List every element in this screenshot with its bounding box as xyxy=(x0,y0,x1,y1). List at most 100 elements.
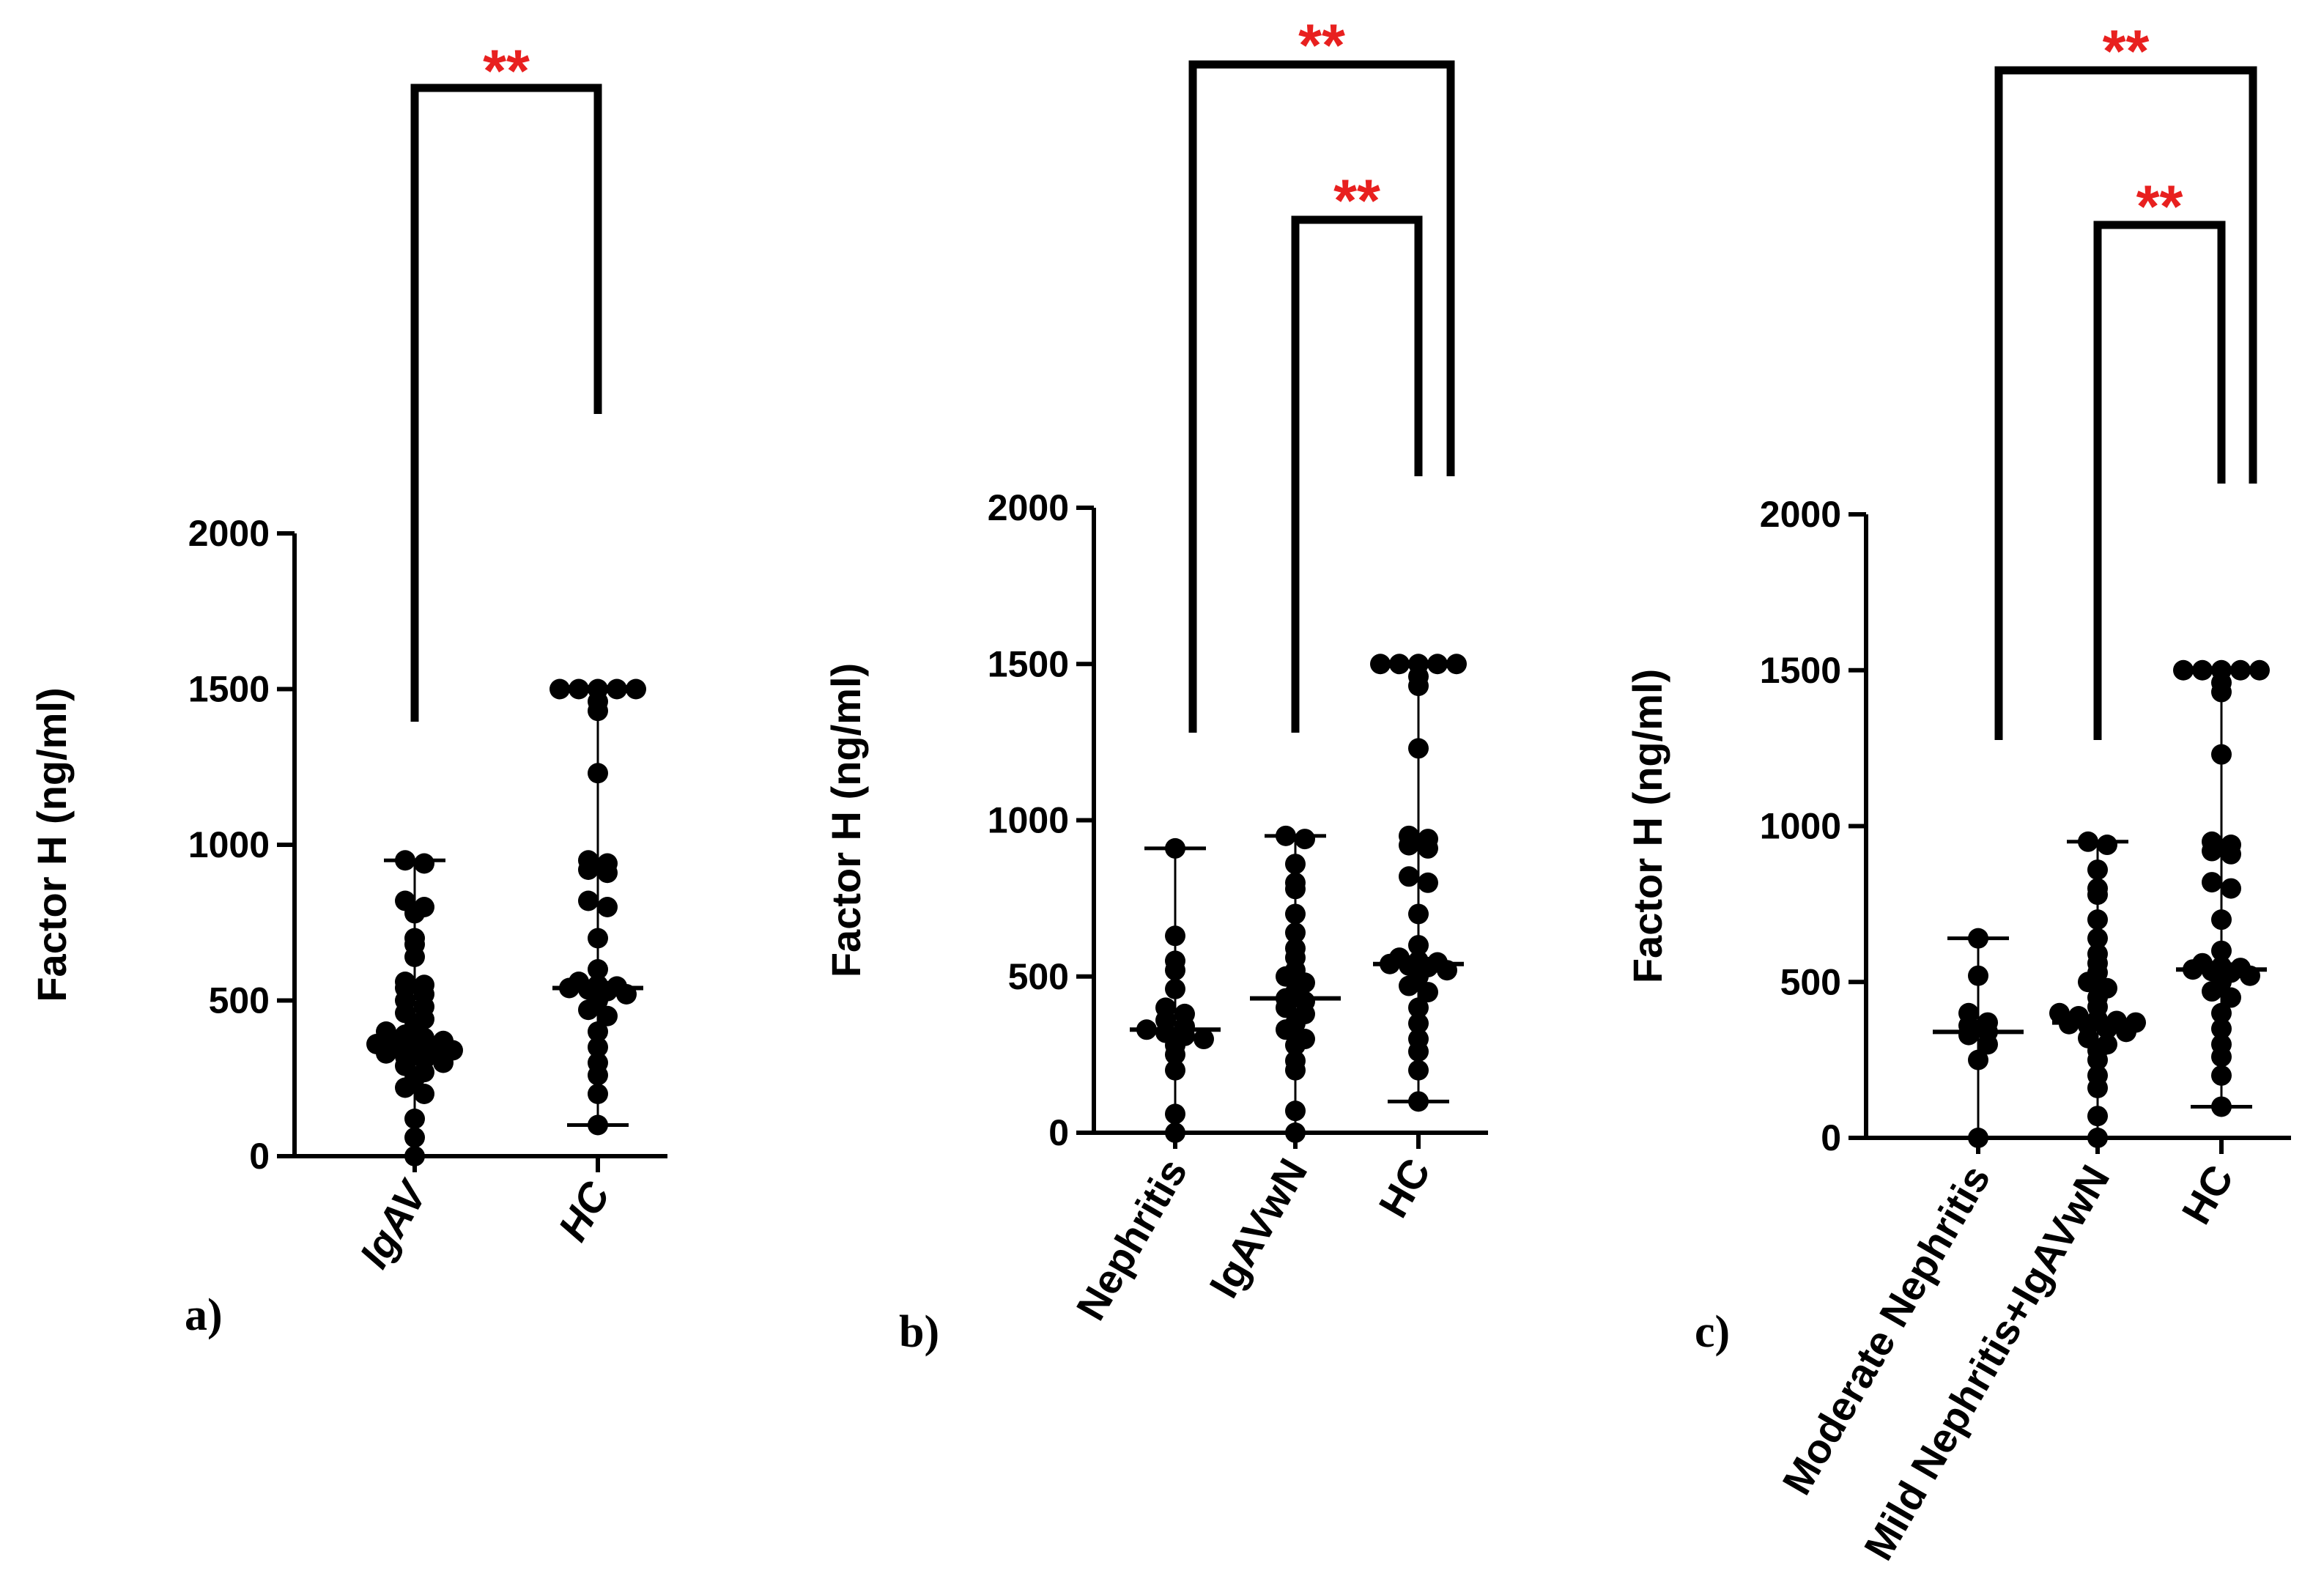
panel-label: c) xyxy=(1695,1307,1730,1357)
data-point xyxy=(1165,837,1185,859)
significance-bracket xyxy=(1188,60,1455,733)
y-tick-label: 2000 xyxy=(1760,494,1841,535)
data-point xyxy=(1276,966,1296,987)
data-point xyxy=(2221,987,2241,1008)
data-point xyxy=(578,859,599,880)
data-point xyxy=(1136,1019,1157,1040)
data-point xyxy=(597,862,618,884)
panel-label: b) xyxy=(899,1307,939,1357)
data-point xyxy=(1968,928,1988,949)
data-point xyxy=(1408,1091,1429,1112)
y-tick-label: 0 xyxy=(1048,1112,1069,1153)
data-point xyxy=(578,890,599,911)
panel-label: a) xyxy=(185,1290,223,1340)
data-point xyxy=(1968,965,1988,986)
data-point xyxy=(1389,654,1410,675)
significance-bracket xyxy=(410,84,602,722)
data-point xyxy=(1399,866,1419,887)
data-point xyxy=(1418,982,1438,1003)
data-point xyxy=(2192,659,2213,681)
data-point xyxy=(616,984,637,1005)
data-point xyxy=(1408,1059,1429,1081)
panel-3: 0 500 1000 1500 2000 Factor H (ng/ml) Moderate… xyxy=(1624,18,2291,1568)
data-point xyxy=(1418,872,1438,893)
data-point xyxy=(2240,965,2260,986)
group-nephritis xyxy=(1130,837,1221,1143)
y-tick-label: 500 xyxy=(209,980,270,1021)
data-point xyxy=(2211,681,2232,703)
data-point xyxy=(1285,1100,1306,1122)
y-tick-label: 1500 xyxy=(188,669,270,710)
data-point xyxy=(2087,1049,2108,1070)
x-category-label: IgAVwN xyxy=(1200,1151,1316,1306)
data-point xyxy=(2211,1046,2232,1068)
significance-label: ** xyxy=(1298,12,1345,79)
significance-label: ** xyxy=(2136,174,2183,240)
y-tick-label: 1500 xyxy=(1760,650,1841,691)
data-point xyxy=(2097,835,2117,856)
data-point xyxy=(1380,953,1400,974)
data-point xyxy=(1408,935,1429,956)
x-category-label: Nephritis xyxy=(1067,1151,1196,1328)
data-point xyxy=(2211,1096,2232,1117)
data-point xyxy=(404,947,425,967)
group-igav xyxy=(366,850,463,1166)
data-point xyxy=(2183,959,2203,980)
data-point xyxy=(404,1146,425,1166)
data-point xyxy=(2221,843,2241,865)
x-category-label: Moderate Nephritis xyxy=(1773,1158,1999,1503)
data-point xyxy=(588,1037,608,1058)
y-tick-label: 500 xyxy=(1780,961,1841,1002)
data-point xyxy=(1977,1034,1998,1055)
data-point xyxy=(1958,1024,1979,1046)
y-tick-label: 0 xyxy=(249,1136,270,1177)
data-point xyxy=(1408,997,1429,1018)
data-point xyxy=(2087,928,2108,949)
data-point xyxy=(1408,738,1429,759)
data-point xyxy=(2211,909,2232,931)
x-category-label: HC xyxy=(1369,1151,1439,1226)
data-point xyxy=(1285,1122,1306,1143)
data-point xyxy=(588,1021,608,1042)
data-point xyxy=(1408,1013,1429,1034)
data-point xyxy=(1370,654,1391,675)
data-point xyxy=(597,897,618,917)
x-category-label: IgAV xyxy=(350,1171,437,1275)
data-point xyxy=(1165,978,1185,999)
y-tick-label: 1000 xyxy=(188,824,270,865)
x-category-label: HC xyxy=(549,1173,619,1248)
y-tick-label: 1000 xyxy=(1760,806,1841,847)
data-point xyxy=(578,999,599,1021)
data-point xyxy=(1165,1044,1185,1065)
data-point xyxy=(376,1043,396,1064)
data-point xyxy=(1399,975,1419,996)
y-tick-label: 1000 xyxy=(988,800,1069,841)
data-point xyxy=(588,1084,608,1104)
y-tick-label: 0 xyxy=(1821,1117,1841,1158)
data-point xyxy=(2087,909,2108,931)
data-point xyxy=(569,678,589,700)
data-point xyxy=(1418,837,1438,859)
group-mild-nephritis-igavwn xyxy=(2049,831,2146,1148)
y-tick-label: 500 xyxy=(1008,956,1069,997)
data-point xyxy=(1285,922,1306,944)
y-axis-label: Factor H (ng/ml) xyxy=(29,687,75,1002)
x-category-label: Mild Nephritis+IgAVwN xyxy=(1855,1158,2119,1568)
data-point xyxy=(1285,878,1306,900)
data-point xyxy=(1295,829,1315,850)
data-point xyxy=(1165,1103,1185,1125)
data-point xyxy=(588,1065,608,1086)
data-point xyxy=(414,853,434,874)
group-hc xyxy=(2173,659,2270,1117)
panel-1: 0 500 1000 1500 2000 Factor H (ng/ml) IgAV HC a)… xyxy=(29,38,667,1340)
data-point xyxy=(1427,654,1448,675)
significance-bracket xyxy=(2093,221,2226,740)
data-point xyxy=(2087,1106,2108,1127)
data-point xyxy=(2097,1018,2117,1040)
group-hc xyxy=(549,678,646,1136)
panel-2: 0 500 1000 1500 2000 Factor H (ng/ml) Nephriti… xyxy=(823,12,1488,1357)
y-tick-label: 2000 xyxy=(188,513,270,554)
data-point xyxy=(2211,1002,2232,1024)
data-point xyxy=(1399,835,1419,856)
